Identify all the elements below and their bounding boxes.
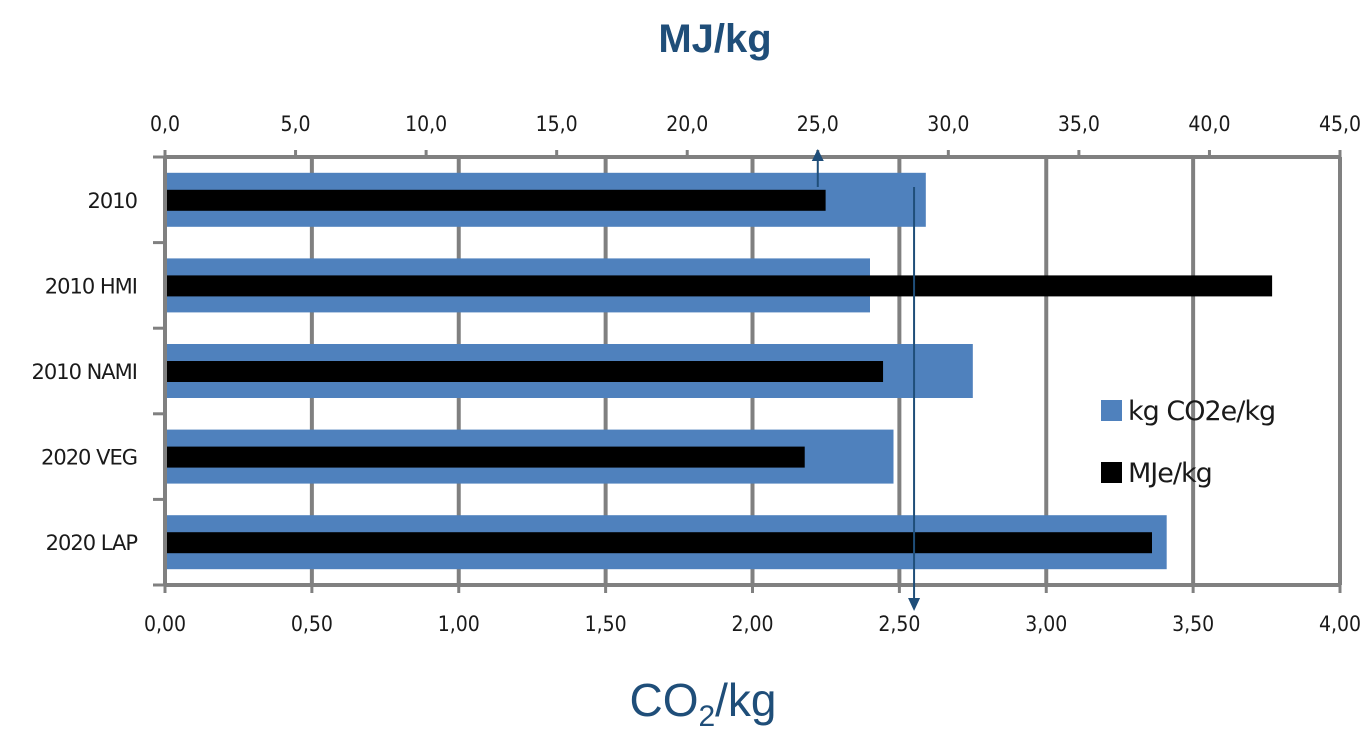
bottom-axis-tick-label: 3,50 bbox=[1172, 612, 1214, 636]
legend-swatch bbox=[1101, 400, 1122, 421]
bar-mje bbox=[165, 275, 1273, 297]
bottom-axis-title: CO2/kg bbox=[629, 674, 776, 733]
bottom-axis-tick-labels: 0,00 0,50 1,00 1,50 2,00 2,50 3,00 3,50 4,00 bbox=[144, 612, 1361, 636]
top-axis-tick-label: 30,0 bbox=[927, 112, 969, 136]
bar-mje bbox=[165, 189, 826, 211]
arrow-up-head bbox=[811, 149, 824, 161]
bar-mje bbox=[165, 361, 884, 382]
bottom-axis-tick-label: 3,00 bbox=[1025, 612, 1067, 636]
bar-mje bbox=[165, 446, 805, 468]
bottom-axis-tick-label: 0,50 bbox=[291, 612, 333, 636]
top-axis-title: MJ/kg bbox=[658, 17, 771, 61]
top-axis-tick-label: 10,0 bbox=[405, 112, 447, 136]
bottom-axis-tick-label: 1,00 bbox=[438, 612, 480, 636]
category-label: 2020 LAP bbox=[46, 531, 138, 555]
top-axis-tick-label: 5,0 bbox=[281, 112, 311, 136]
category-label: 2010 NAMI bbox=[31, 360, 137, 384]
top-axis-tick-label: 15,0 bbox=[536, 112, 578, 136]
legend-label: kg CO2e/kg bbox=[1128, 396, 1275, 427]
category-label: 2010 HMI bbox=[45, 274, 137, 298]
legend: kg CO2e/kg MJe/kg bbox=[1101, 396, 1276, 489]
bottom-axis-tick-label: 2,50 bbox=[878, 612, 920, 636]
arrow-down-head bbox=[908, 598, 921, 611]
legend-label: MJe/kg bbox=[1128, 458, 1212, 489]
bottom-axis-tick-label: 2,00 bbox=[731, 612, 773, 636]
category-label: 2010 bbox=[88, 189, 137, 213]
annotation-arrows bbox=[811, 149, 921, 611]
bottom-axis-tick-label: 1,50 bbox=[585, 612, 627, 636]
top-axis-tick-labels: 0,0 5,0 10,0 15,0 20,0 25,0 30,0 35,0 40,0 45,0 bbox=[150, 112, 1361, 136]
bar-mje bbox=[165, 532, 1152, 554]
category-labels: 2010 2010 HMI 2010 NAMI 2020 VEG 2020 LAP bbox=[31, 189, 138, 555]
top-axis-tick-label: 45,0 bbox=[1319, 112, 1361, 136]
legend-swatch bbox=[1101, 462, 1122, 483]
top-axis-tick-label: 40,0 bbox=[1188, 112, 1230, 136]
top-axis-tick-label: 20,0 bbox=[666, 112, 708, 136]
bottom-axis-tick-label: 0,00 bbox=[144, 612, 186, 636]
top-axis-tick-label: 35,0 bbox=[1058, 112, 1100, 136]
bottom-axis-tick-label: 4,00 bbox=[1319, 612, 1361, 636]
bars bbox=[165, 172, 1273, 570]
category-label: 2020 VEG bbox=[41, 446, 137, 470]
top-axis-tick-label: 25,0 bbox=[797, 112, 839, 136]
top-axis-tick-label: 0,0 bbox=[150, 112, 180, 136]
